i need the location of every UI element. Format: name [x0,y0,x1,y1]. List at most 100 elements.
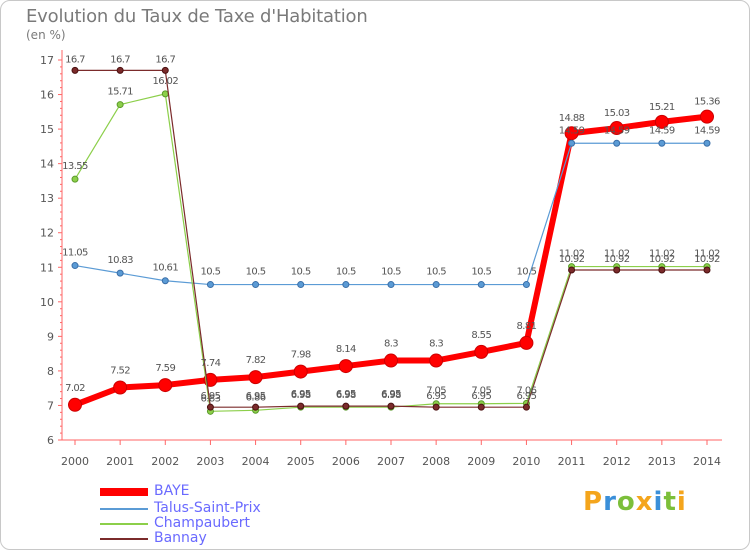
data-point [609,121,624,136]
proxiti-logo: Proxiti [583,487,687,517]
logo-letter: i [676,487,687,517]
x-tick-label: 2006 [332,455,360,468]
data-point [429,353,444,368]
y-tick-label: 9 [47,330,54,343]
data-point [116,101,124,109]
data-point [252,403,260,411]
data-point [71,66,79,74]
x-tick-label: 2009 [467,455,495,468]
data-point [206,281,214,289]
logo-letter: x [635,487,654,517]
x-tick-label: 2002 [151,455,179,468]
data-point [252,281,260,289]
data-point [568,266,576,274]
data-label: 8.3 [384,339,398,350]
x-tick-label: 2012 [603,455,631,468]
y-tick-label: 8 [47,365,54,378]
data-point [387,402,395,410]
data-label: 16.02 [152,76,178,87]
data-point [158,378,173,393]
data-label: 6.95 [336,389,356,400]
data-point [703,266,711,274]
y-tick-label: 11 [40,261,54,274]
legend-swatch [100,508,148,510]
data-label: 10.92 [559,254,585,265]
data-label: 7.52 [110,365,130,376]
x-tick-label: 2007 [377,455,405,468]
data-label: 10.5 [246,267,266,278]
data-label: 6.95 [200,391,220,402]
chart-subtitle: (en %) [26,28,66,42]
data-label: 10.5 [291,267,311,278]
data-label: 15.21 [649,102,675,113]
data-label: 14.59 [604,125,630,136]
x-tick-label: 2010 [512,455,540,468]
data-label: 7.74 [200,358,220,369]
data-label: 10.92 [604,254,630,265]
data-point [161,66,169,74]
data-label: 11.02 [559,249,585,260]
data-label: 14.59 [559,125,585,136]
data-point [700,109,714,124]
data-label: 7.06 [516,385,536,396]
logo-letter: o [616,487,636,517]
data-label: 6.95 [291,389,311,400]
data-point [613,266,621,274]
data-label: 10.5 [200,267,220,278]
data-label: 6.95 [471,391,491,402]
data-label: 15.71 [107,87,133,98]
data-label: 10.83 [107,255,133,266]
y-tick-label: 6 [47,434,54,447]
data-label: 6.86 [246,392,266,403]
y-tick-label: 12 [40,227,54,240]
x-tick-label: 2014 [693,455,721,468]
y-tick-label: 13 [40,192,54,205]
data-label: 6.83 [200,393,220,404]
data-point [206,403,214,411]
legend-swatch [100,538,148,540]
data-point [248,370,263,385]
legend-swatch [100,523,148,525]
x-tick-label: 2001 [106,455,134,468]
data-label: 10.5 [516,267,536,278]
legend-label: Bannay [154,530,207,546]
data-point [342,402,350,410]
data-label: 10.5 [471,267,491,278]
data-point [432,281,440,289]
legend-label: BAYE [154,483,190,499]
data-label: 6.95 [426,391,446,402]
data-point [71,262,79,270]
data-point [161,90,169,98]
data-point [71,175,79,183]
data-label: 11.02 [649,249,675,260]
data-point [568,139,576,147]
y-tick-label: 15 [40,123,54,136]
data-label: 6.98 [381,390,401,401]
data-label: 15.36 [694,97,720,108]
data-label: 10.92 [694,254,720,265]
data-point [703,139,711,147]
y-tick-label: 17 [40,54,54,67]
data-point [293,364,308,379]
legend-label: Talus-Saint-Prix [154,500,261,516]
data-point [564,126,579,141]
data-label: 7.82 [246,355,266,366]
logo-letter: r [603,487,617,517]
x-tick-label: 2011 [558,455,586,468]
y-tick-label: 14 [40,158,54,171]
y-tick-label: 10 [40,296,54,309]
data-point [384,353,398,368]
data-point [654,114,669,129]
data-label: 14.59 [649,125,675,136]
data-label: 15.03 [604,108,630,119]
data-label: 6.95 [381,389,401,400]
data-label: 8.3 [429,339,443,350]
data-label: 14.59 [694,125,720,136]
data-point [658,139,666,147]
data-label: 6.95 [246,391,266,402]
data-label: 10.61 [152,263,178,274]
data-point [522,403,530,411]
data-point [432,403,440,411]
data-label: 8.55 [471,330,491,341]
data-label: 7.98 [291,350,311,361]
